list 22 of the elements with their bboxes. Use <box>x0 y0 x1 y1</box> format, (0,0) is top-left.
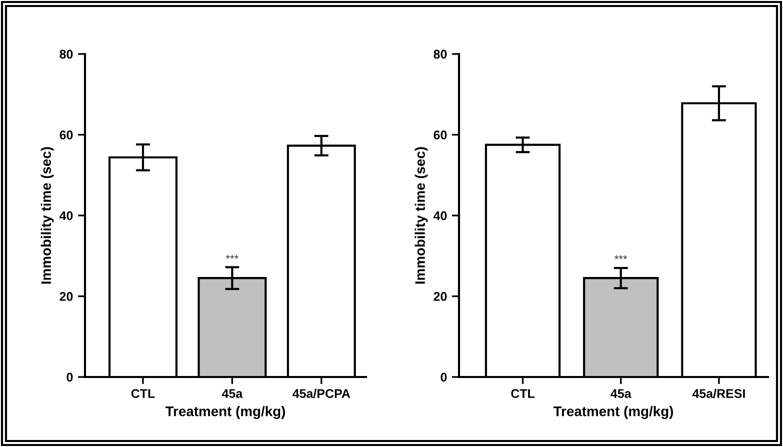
x-tick-label: CTL <box>511 389 535 398</box>
y-tick-label: 60 <box>60 130 73 140</box>
y-tick-label: 0 <box>440 372 447 382</box>
y-axis-title: Immobility time (sec) <box>414 147 428 284</box>
x-axis-title: Treatment (mg/kg) <box>553 406 674 420</box>
y-tick-label: 20 <box>60 292 73 301</box>
annotation: *** <box>614 255 628 260</box>
y-tick-label: 40 <box>59 211 73 220</box>
x-axis-title: Treatment (mg/kg) <box>165 406 286 420</box>
y-tick-label: 0 <box>66 372 73 382</box>
y-tick-label: 20 <box>434 292 447 301</box>
y-tick-label: 80 <box>60 50 73 59</box>
annotation: *** <box>226 254 239 259</box>
y-tick-label: 80 <box>434 50 447 59</box>
y-tick-label: 60 <box>434 130 447 140</box>
x-tick-label: CTL <box>131 389 155 398</box>
x-tick-label: 45a/PCPA <box>292 388 350 398</box>
x-tick-label: 45a <box>222 389 243 398</box>
y-tick-label: 40 <box>433 211 447 220</box>
x-tick-label: 45a/RESI <box>692 388 745 398</box>
y-axis-title: Immobility time (sec) <box>40 147 54 284</box>
x-tick-label: 45a <box>610 389 632 398</box>
